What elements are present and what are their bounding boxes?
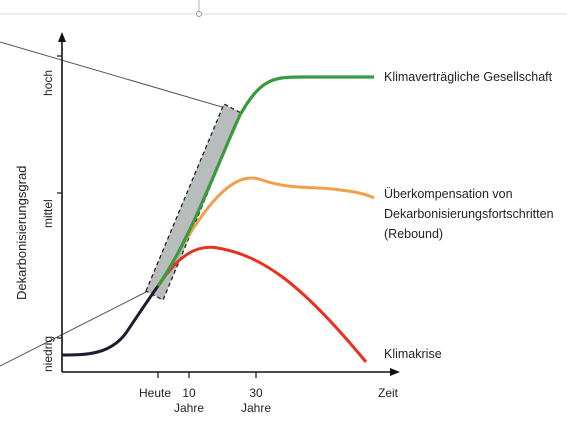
label-climate-friendly: Klimaverträgliche Gesellschaft (384, 70, 553, 84)
label-rebound-line3: (Rebound) (384, 227, 443, 241)
y-axis-title: Dekarbonisierungsgrad (14, 166, 29, 300)
curve-rebound (158, 176, 375, 286)
label-rebound-line2: Dekarbonisierungsfortschritten (384, 207, 554, 221)
curve-climate-crisis (156, 245, 368, 363)
zoom-line-top (0, 41, 223, 108)
y-level-hoch: hoch (41, 70, 55, 96)
transition-band (145, 103, 242, 301)
y-level-mittel: mittel (41, 199, 55, 228)
y-level-niedrig: niedrig (41, 336, 55, 372)
x-axis-title: Zeit (378, 386, 399, 400)
y-axis-arrow (58, 32, 66, 42)
top-marker-dot (196, 11, 202, 17)
curve-baseline (61, 285, 160, 357)
x-label-heute: Heute (139, 386, 171, 400)
x-label-30-unit: Jahre (241, 401, 271, 415)
x-label-10-unit: Jahre (174, 401, 204, 415)
x-label-30: 30 (249, 386, 263, 400)
zoom-line-bottom (0, 289, 151, 367)
x-axis-arrow (390, 368, 400, 376)
x-label-10: 10 (182, 386, 196, 400)
curve-climate-friendly (156, 75, 374, 287)
label-rebound-line1: Überkompensation von (384, 187, 513, 201)
label-climate-crisis: Klimakrise (384, 347, 442, 361)
